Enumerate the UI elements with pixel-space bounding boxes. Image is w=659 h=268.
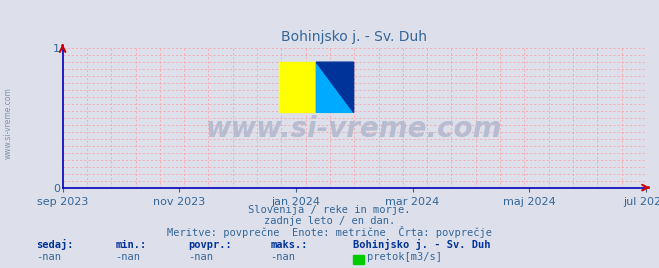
Text: -nan: -nan	[115, 252, 140, 262]
Text: -nan: -nan	[36, 252, 61, 262]
Text: -nan: -nan	[270, 252, 295, 262]
Text: Bohinjsko j. - Sv. Duh: Bohinjsko j. - Sv. Duh	[353, 239, 490, 250]
Text: www.si-vreme.com: www.si-vreme.com	[206, 115, 502, 143]
Polygon shape	[316, 62, 354, 112]
Text: povpr.:: povpr.:	[188, 240, 231, 250]
Text: min.:: min.:	[115, 240, 146, 250]
Text: pretok[m3/s]: pretok[m3/s]	[367, 252, 442, 262]
Polygon shape	[316, 62, 354, 112]
Text: sedaj:: sedaj:	[36, 239, 74, 250]
Text: zadnje leto / en dan.: zadnje leto / en dan.	[264, 216, 395, 226]
Text: www.si-vreme.com: www.si-vreme.com	[3, 87, 13, 159]
Bar	[279, 62, 316, 112]
Text: Meritve: povprečne  Enote: metrične  Črta: povprečje: Meritve: povprečne Enote: metrične Črta:…	[167, 226, 492, 238]
Title: Bohinjsko j. - Sv. Duh: Bohinjsko j. - Sv. Duh	[281, 30, 427, 44]
Text: -nan: -nan	[188, 252, 213, 262]
Text: maks.:: maks.:	[270, 240, 308, 250]
Text: Slovenija / reke in morje.: Slovenija / reke in morje.	[248, 205, 411, 215]
